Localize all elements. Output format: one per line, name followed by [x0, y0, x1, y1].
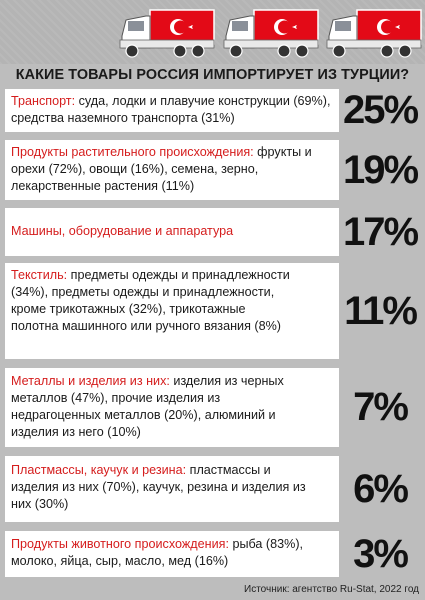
percent-value: 19% [342, 147, 419, 192]
row-box [5, 263, 339, 359]
page-title: КАКИЕ ТОВАРЫ РОССИЯ ИМПОРТИРУЕТ ИЗ ТУРЦИ… [15, 67, 410, 83]
import-row-machinery: Машины, оборудование и аппаратура 17% [5, 208, 420, 256]
source-note: Источник: агентство Ru-Stat, 2022 год [244, 584, 419, 595]
row-box [5, 456, 339, 522]
percent-value: 7% [353, 385, 409, 429]
percent-value: 17% [342, 209, 419, 254]
category-detail: изделия из черных металлов (47%), прочие… [11, 374, 284, 439]
truck-turkey-flag-icon [119, 9, 215, 58]
category-label: Текстиль: [11, 268, 68, 282]
category-detail: суда, лодки и плавучие конструкции (69%)… [11, 94, 331, 125]
row-description: Машины, оборудование и аппаратура [11, 223, 341, 240]
category-label: Транспорт: [11, 94, 76, 108]
row-box [5, 531, 339, 577]
import-row-metals: Металлы и изделия из них: изделия из чер… [5, 368, 420, 447]
import-row-plant-products: Продукты растительного происхождения: фр… [5, 140, 420, 200]
category-label: Машины, оборудование и аппаратура [11, 224, 234, 238]
row-box [5, 89, 339, 132]
row-description: Пластмассы, каучук и резина: пластмассы … [11, 462, 311, 513]
import-row-textile: Текстиль: предметы одежды и принадлежнос… [5, 263, 420, 359]
row-box [5, 140, 339, 200]
import-row-plastics: Пластмассы, каучук и резина: пластмассы … [5, 456, 420, 522]
truck-banner [0, 0, 425, 64]
category-detail: рыба (83%), молоко, яйца, сыр, масло, ме… [11, 537, 304, 568]
percent-value: 25% [342, 88, 419, 132]
truck-turkey-flag-icon [223, 9, 319, 58]
percent-value: 3% [353, 531, 409, 576]
percent-value: 11% [344, 288, 418, 333]
row-description: Продукты растительного происхождения: фр… [11, 144, 341, 195]
category-label: Продукты животного происхождения: [11, 537, 229, 551]
import-row-animal-products: Продукты животного происхождения: рыба (… [5, 531, 420, 577]
percent-value: 6% [353, 466, 409, 511]
row-description: Металлы и изделия из них: изделия из чер… [11, 373, 311, 441]
category-detail: предметы одежды и принадлежности (34%), … [11, 268, 290, 333]
row-description: Продукты животного происхождения: рыба (… [11, 536, 341, 570]
category-detail: пластмассы и изделия из них (70%), каучу… [11, 463, 306, 511]
category-detail: фрукты и орехи (72%), овощи (16%), семен… [11, 145, 312, 193]
row-description: Текстиль: предметы одежды и принадлежнос… [11, 267, 291, 335]
row-box [5, 208, 339, 256]
category-label: Продукты растительного происхождения: [11, 145, 254, 159]
truck-turkey-flag-icon [326, 9, 422, 58]
row-description: Транспорт: суда, лодки и плавучие констр… [11, 93, 341, 127]
import-row-transport: Транспорт: суда, лодки и плавучие констр… [5, 88, 420, 132]
category-label: Пластмассы, каучук и резина: [11, 463, 187, 477]
row-box [5, 368, 339, 447]
category-label: Металлы и изделия из них: [11, 374, 170, 388]
